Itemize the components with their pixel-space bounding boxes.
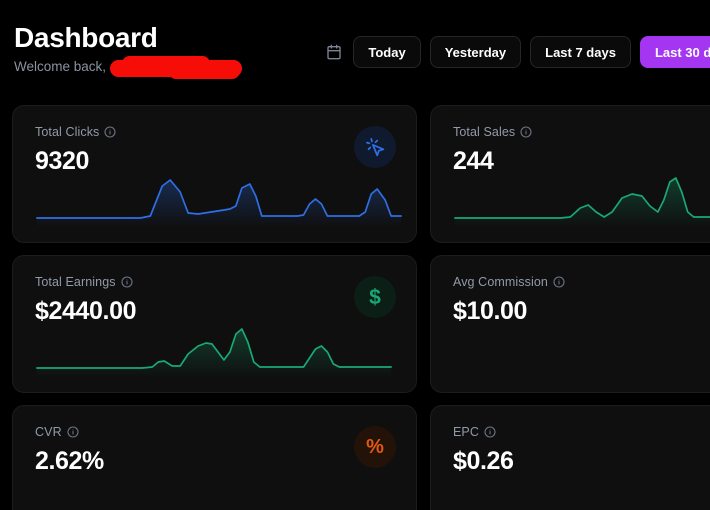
card-label-row: EPC bbox=[453, 424, 710, 440]
info-icon[interactable] bbox=[104, 126, 116, 138]
filter-yesterday-button[interactable]: Yesterday bbox=[429, 36, 522, 68]
dollar-glyph: $ bbox=[369, 285, 381, 309]
dollar-sign-icon: $ bbox=[354, 276, 396, 318]
info-icon[interactable] bbox=[121, 276, 133, 288]
card-value: 244 bbox=[453, 147, 494, 175]
metric-card-total-sales[interactable]: Total Sales 244 bbox=[430, 105, 710, 243]
card-value: 9320 bbox=[35, 147, 90, 175]
card-label-row: Total Clicks bbox=[35, 124, 396, 140]
filter-today-button[interactable]: Today bbox=[353, 36, 421, 68]
card-label-row: Total Sales bbox=[453, 124, 710, 140]
sparkline-total-earnings bbox=[13, 320, 416, 378]
metric-card-total-clicks[interactable]: Total Clicks 9320 bbox=[12, 105, 417, 243]
card-label: Total Earnings bbox=[35, 275, 116, 289]
info-icon[interactable] bbox=[67, 426, 79, 438]
info-icon[interactable] bbox=[484, 426, 496, 438]
percent-icon: % bbox=[354, 426, 396, 468]
filter-last-7-days-button[interactable]: Last 7 days bbox=[530, 36, 631, 68]
metric-card-total-earnings[interactable]: Total Earnings $2440.00 $ bbox=[12, 255, 417, 393]
card-label: Avg Commission bbox=[453, 275, 548, 289]
card-value: $10.00 bbox=[453, 297, 528, 325]
metric-card-avg-commission[interactable]: Avg Commission $10.00 bbox=[430, 255, 710, 393]
card-label: Total Clicks bbox=[35, 125, 100, 139]
calendar-icon bbox=[325, 43, 343, 61]
card-label-row: CVR bbox=[35, 424, 396, 440]
card-value: $0.26 bbox=[453, 447, 514, 475]
card-label-row: Avg Commission bbox=[453, 274, 710, 290]
page-title: Dashboard bbox=[14, 22, 158, 53]
card-label: EPC bbox=[453, 425, 480, 439]
metric-card-epc[interactable]: EPC $0.26 bbox=[430, 405, 710, 510]
card-label: Total Sales bbox=[453, 125, 516, 139]
card-value: $2440.00 bbox=[35, 297, 137, 325]
page-header: Dashboard Welcome back, Today Yesterday … bbox=[0, 0, 710, 95]
mouse-pointer-click-icon bbox=[354, 126, 396, 168]
metrics-grid: Total Clicks 9320 bbox=[12, 105, 710, 510]
welcome-row: Welcome back, bbox=[14, 55, 243, 79]
date-range-filters: Today Yesterday Last 7 days Last 30 days bbox=[325, 22, 710, 68]
sparkline-total-sales bbox=[431, 170, 710, 228]
filter-last-30-days-button[interactable]: Last 30 days bbox=[639, 36, 710, 68]
title-block: Dashboard Welcome back, bbox=[14, 22, 243, 79]
metric-card-cvr[interactable]: CVR 2.62% % bbox=[12, 405, 417, 510]
card-label: CVR bbox=[35, 425, 62, 439]
percent-glyph: % bbox=[366, 436, 384, 458]
info-icon[interactable] bbox=[553, 276, 565, 288]
redacted-username bbox=[110, 55, 243, 79]
card-value: 2.62% bbox=[35, 447, 104, 475]
welcome-text: Welcome back, bbox=[14, 59, 107, 74]
sparkline-total-clicks bbox=[13, 170, 416, 228]
card-label-row: Total Earnings bbox=[35, 274, 396, 290]
info-icon[interactable] bbox=[520, 126, 532, 138]
